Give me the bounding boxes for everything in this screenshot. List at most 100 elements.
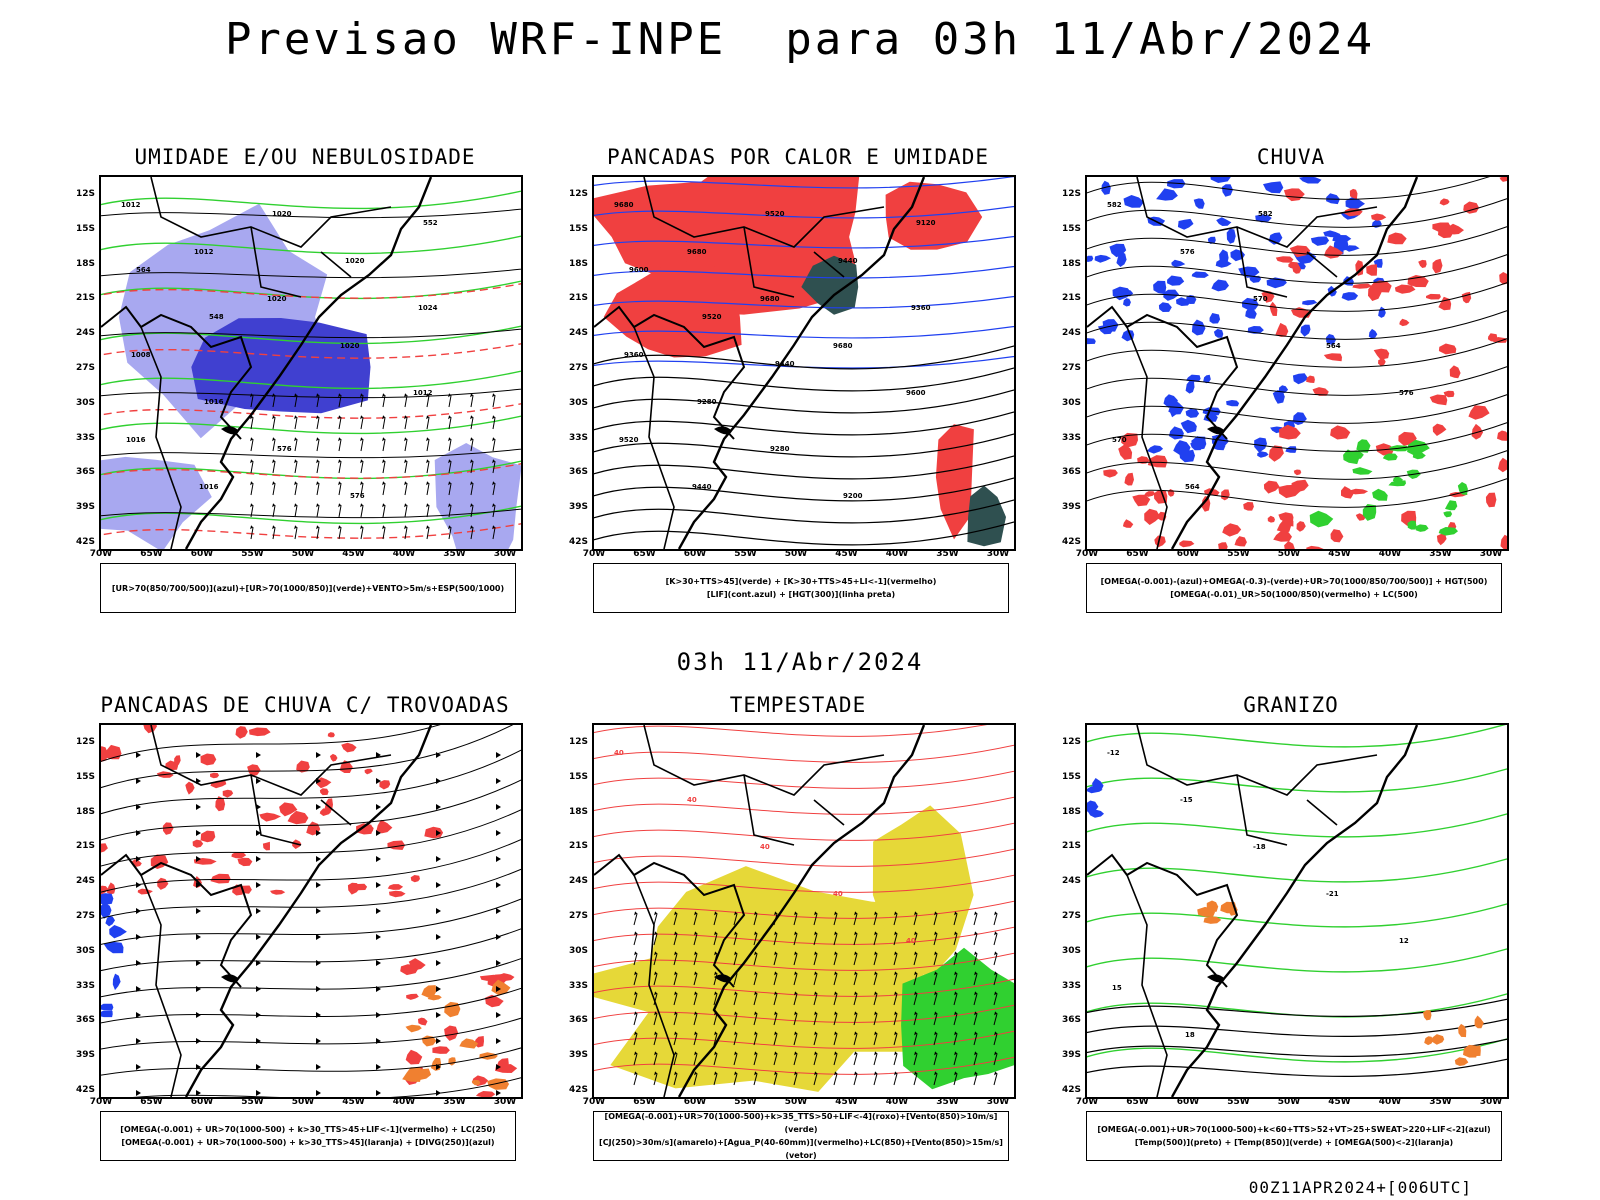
wind-vector — [633, 1053, 638, 1066]
streamline-arrow — [316, 1038, 321, 1044]
wind-vector — [426, 527, 430, 540]
lat-tick-label: 42S — [1061, 1085, 1081, 1095]
temp-500-contour — [1087, 1058, 1507, 1077]
omega-500-area — [1458, 1023, 1467, 1038]
wind-vector — [853, 1033, 858, 1046]
wind-vector — [954, 1051, 958, 1056]
lon-tick-label: 30W — [1479, 549, 1503, 559]
omega-area — [1087, 255, 1094, 262]
thunderstorm-area — [185, 781, 195, 795]
lon-tick-label: 60W — [683, 549, 707, 559]
wind-vector — [954, 1031, 958, 1036]
wind-vector — [382, 459, 386, 464]
streamline-arrow — [256, 1012, 261, 1018]
wind-vector — [854, 991, 858, 996]
wind-vector — [316, 415, 320, 420]
wind-vector — [714, 1071, 718, 1076]
rain-area — [1487, 333, 1498, 342]
thunderstorm-area — [157, 877, 169, 890]
wind-vector — [448, 525, 452, 530]
wind-vector — [360, 481, 364, 486]
strong-omega-area — [1362, 504, 1377, 521]
streamline-arrow — [376, 1012, 381, 1018]
wind-vector — [774, 1011, 778, 1016]
wind-vector — [404, 483, 408, 496]
wind-vector — [814, 1011, 818, 1016]
omega-area — [1378, 306, 1386, 318]
streamline — [101, 809, 521, 867]
rain-area — [1132, 494, 1151, 507]
lon-tick-label: 60W — [190, 1097, 214, 1107]
thunderstorm-area — [259, 812, 281, 822]
wind-vector — [404, 503, 408, 508]
lat-tick-label: 39S — [568, 502, 588, 513]
rain-area — [1352, 283, 1372, 289]
wind-vector — [404, 459, 408, 464]
wind-vector — [654, 1071, 658, 1076]
wind-vector — [360, 393, 364, 398]
wind-vector — [693, 993, 698, 1006]
wind-vector — [714, 911, 718, 916]
lat-tick-label: 24S — [75, 876, 95, 887]
omega-500-area — [1424, 1036, 1434, 1046]
wind-vector — [814, 911, 818, 916]
wind-vector — [773, 1013, 778, 1026]
lon-tick-label: 40W — [392, 1097, 416, 1107]
wind-vector — [753, 993, 758, 1006]
omega-500-area — [1454, 1057, 1469, 1066]
wind-vector — [873, 1033, 878, 1046]
wind-vector — [713, 993, 718, 1006]
wind-vector — [854, 1031, 858, 1036]
wind-vector — [753, 1033, 758, 1046]
wind-vector — [953, 1053, 958, 1066]
lat-tick-label: 27S — [568, 363, 588, 373]
rain-area — [1394, 284, 1416, 294]
lat-tick-label: 12S — [1061, 189, 1081, 199]
rain-area — [1293, 469, 1302, 476]
lat-tick-label: 12S — [75, 189, 95, 199]
contour-label: 9600 — [906, 389, 926, 397]
contour-label: 15 — [1112, 984, 1122, 992]
wind-vector — [974, 951, 978, 956]
wind-vector — [653, 953, 658, 966]
wind-vector — [853, 933, 858, 946]
lat-tick-label: 42S — [568, 1085, 588, 1095]
streamline-arrow — [316, 804, 321, 810]
wind-vector — [448, 481, 452, 486]
wind-vector — [834, 991, 838, 996]
wind-vector — [250, 459, 254, 464]
thunderstorm-area — [296, 760, 310, 773]
streamline-arrow — [316, 986, 321, 992]
wind-vector — [994, 971, 998, 976]
wind-vector — [693, 933, 698, 946]
precip-water-contour — [594, 900, 1014, 919]
wind-vector — [913, 1073, 918, 1086]
wind-vector — [833, 1073, 838, 1086]
omega-area — [1177, 218, 1194, 230]
thunderstorm-area — [222, 789, 234, 798]
wind-vector — [874, 931, 878, 936]
lon-tick-label: 30W — [493, 1097, 517, 1107]
coastline — [184, 725, 433, 1097]
legend-line-2: [OMEGA(-0.01)_UR>50(1000/850)(vermelho) … — [1170, 590, 1418, 599]
lon-tick-label: 55W — [1227, 549, 1250, 559]
wind-vector — [833, 953, 838, 966]
omega-area — [1191, 319, 1206, 336]
precip-water-contour — [594, 822, 1014, 841]
contour-label: 576 — [1180, 248, 1195, 256]
contour-label: 9280 — [770, 445, 790, 453]
wind-vector — [894, 991, 898, 996]
lon-tick-label: 65W — [140, 1097, 163, 1107]
streamline-arrow — [376, 1090, 381, 1096]
divergence-area — [101, 902, 112, 919]
contour-label: 9120 — [916, 219, 936, 227]
streamline-arrow — [496, 1012, 501, 1018]
humidity-contour-low — [101, 505, 521, 525]
streamline-arrow — [436, 986, 441, 992]
wind-vector — [492, 417, 496, 430]
hail-area — [1092, 778, 1104, 792]
lagoon-shape — [1207, 426, 1225, 435]
streamline-arrow — [376, 882, 381, 888]
wind-vector — [834, 1071, 838, 1076]
streamline-arrow — [436, 856, 441, 862]
